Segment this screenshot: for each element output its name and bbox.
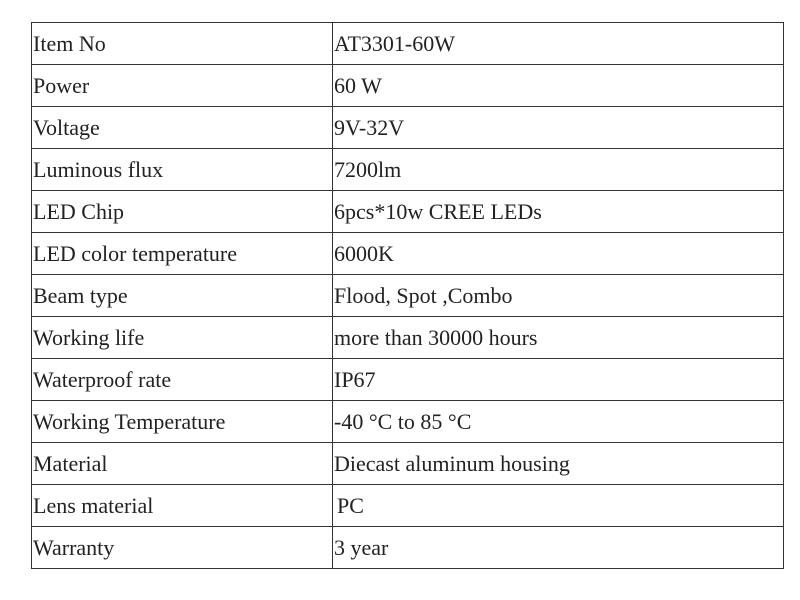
spec-name: Voltage (31, 106, 333, 149)
table-row: Warranty 3 year (31, 526, 784, 569)
spec-name: Working life (31, 316, 333, 359)
spec-value: PC (332, 484, 784, 527)
spec-name: LED Chip (31, 190, 333, 233)
spec-table-wrapper: Item No AT3301-60W Power 60 W Voltage 9V-32V L… (31, 22, 784, 569)
spec-name: Item No (31, 22, 333, 65)
spec-name: LED color temperature (31, 232, 333, 275)
spec-name: Working Temperature (31, 400, 333, 443)
table-row: LED Chip 6pcs*10w CREE LEDs (31, 190, 784, 233)
table-row: Luminous flux 7200lm (31, 148, 784, 191)
table-body: Item No AT3301-60W Power 60 W Voltage 9V-32V L… (31, 22, 784, 569)
spec-value: IP67 (332, 358, 784, 401)
table-row: Beam type Flood, Spot ,Combo (31, 274, 784, 317)
spec-table: Item No AT3301-60W Power 60 W Voltage 9V-32V L… (31, 22, 784, 569)
spec-value: 7200lm (332, 148, 784, 191)
table-row: Item No AT3301-60W (31, 22, 784, 65)
table-row: Working life more than 30000 hours (31, 316, 784, 359)
spec-name: Luminous flux (31, 148, 333, 191)
table-row: Material Diecast aluminum housing (31, 442, 784, 485)
spec-value: 60 W (332, 64, 784, 107)
spec-value: AT3301-60W (332, 22, 784, 65)
spec-name: Lens material (31, 484, 333, 527)
spec-name: Warranty (31, 526, 333, 569)
table-row: Lens material PC (31, 484, 784, 527)
spec-value: 6000K (332, 232, 784, 275)
table-row: Power 60 W (31, 64, 784, 107)
spec-value: 9V-32V (332, 106, 784, 149)
spec-name: Beam type (31, 274, 333, 317)
spec-value: more than 30000 hours (332, 316, 784, 359)
table-row: Working Temperature -40 °C to 85 °C (31, 400, 784, 443)
spec-name: Power (31, 64, 333, 107)
spec-value: Diecast aluminum housing (332, 442, 784, 485)
table-row: Waterproof rate IP67 (31, 358, 784, 401)
spec-value: 3 year (332, 526, 784, 569)
spec-name: Waterproof rate (31, 358, 333, 401)
table-row: LED color temperature 6000K (31, 232, 784, 275)
spec-value: 6pcs*10w CREE LEDs (332, 190, 784, 233)
spec-value: Flood, Spot ,Combo (332, 274, 784, 317)
spec-value: -40 °C to 85 °C (332, 400, 784, 443)
spec-name: Material (31, 442, 333, 485)
table-row: Voltage 9V-32V (31, 106, 784, 149)
